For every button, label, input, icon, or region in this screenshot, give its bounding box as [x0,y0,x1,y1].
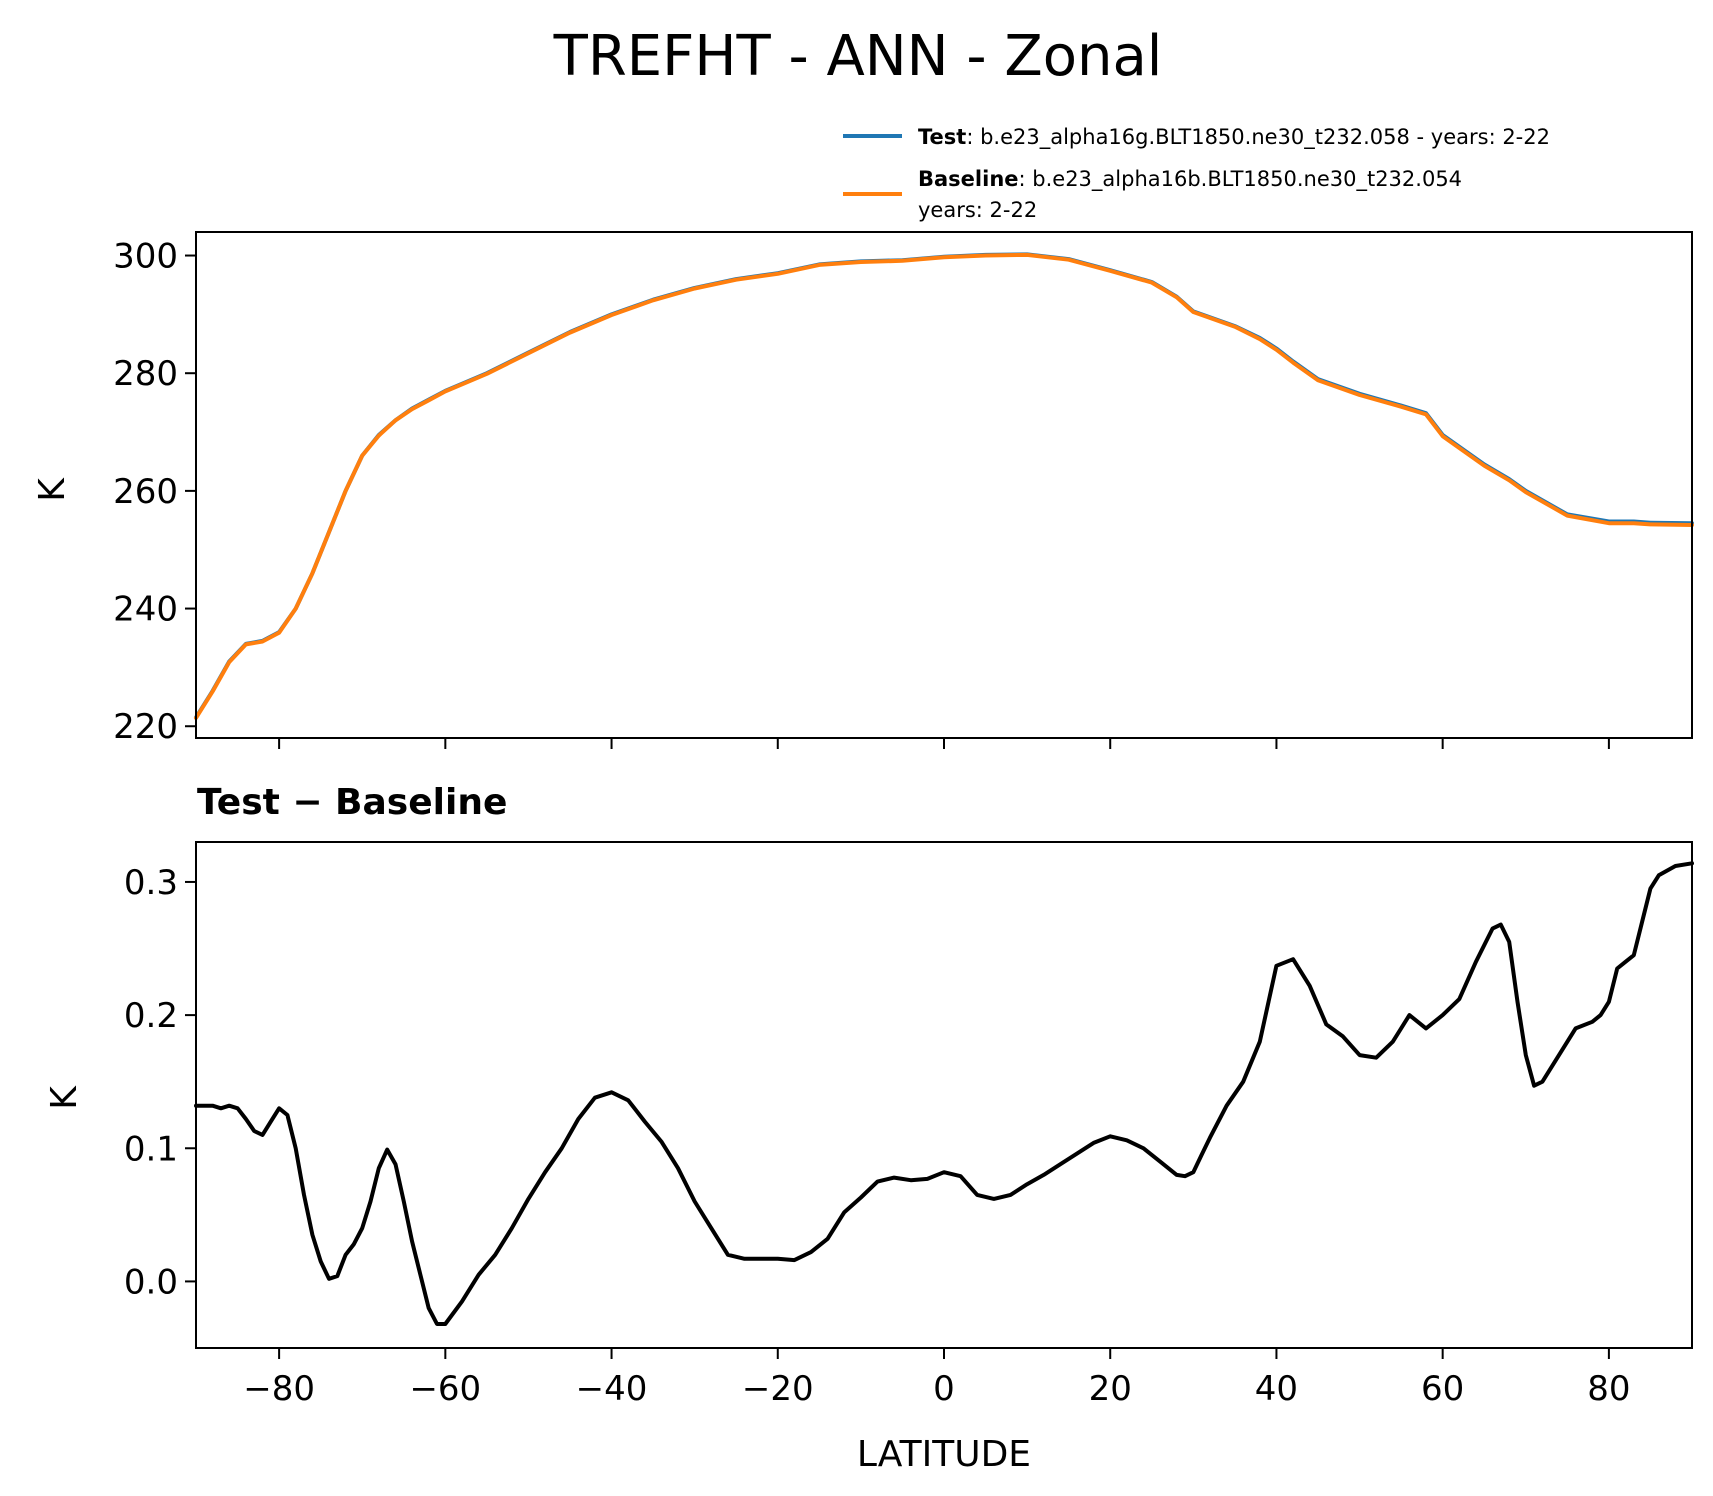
legend-baseline-name: Baseline [918,167,1019,191]
top-y-tick-label: 220 [113,707,178,747]
bottom-plot: Test − Baseline 0.0 0.1 0.2 0.3 −80 −60 −40 −2… [44,782,1694,1475]
bottom-y-tick-label: 0.2 [124,996,178,1036]
top-series-line-baseline [194,252,1694,720]
legend: Test: b.e23_alpha16g.BLT1850.ne30_t232.0… [843,125,1550,222]
bottom-plot-title: Test − Baseline [197,782,507,823]
top-axes-frame [195,231,1693,739]
bottom-y-axis-label: K [44,1085,85,1110]
bottom-x-tick-label: 80 [1587,1369,1630,1409]
bottom-x-tick-label: 0 [933,1369,955,1409]
top-y-tick-label: 260 [113,472,178,512]
bottom-series-group [194,861,1694,1326]
bottom-x-tick-label: 60 [1421,1369,1464,1409]
legend-test-label: : b.e23_alpha16g.BLT1850.ne30_t232.058 -… [966,125,1550,150]
bottom-y-tick-label: 0.0 [124,1262,178,1302]
bottom-x-tick-label: 20 [1089,1369,1132,1409]
bottom-x-tick-label: 40 [1255,1369,1298,1409]
x-axis-label: LATITUDE [857,1434,1031,1475]
top-series-line-test [194,252,1694,720]
bottom-x-tick-label: −80 [243,1369,315,1409]
bottom-y-tick-label: 0.3 [124,863,178,903]
top-y-tick-label: 280 [113,354,178,394]
bottom-x-tick-label: −40 [576,1369,648,1409]
top-y-axis-label: K [32,477,73,502]
top-x-ticks [278,738,1610,749]
legend-test-name: Test [918,125,966,149]
legend-baseline-text: Baseline: b.e23_alpha16b.BLT1850.ne30_t2… [918,167,1462,192]
bottom-x-tick-label: −60 [409,1369,481,1409]
bottom-series-line-difference [194,861,1694,1326]
bottom-x-tick-label: −20 [742,1369,814,1409]
top-series-group [194,252,1694,720]
figure-title: TREFHT - ANN - Zonal [553,24,1163,89]
top-plot: 220 240 260 280 300 K [32,231,1694,749]
bottom-y-tick-label: 0.1 [124,1129,178,1169]
top-y-tick-label: 300 [113,237,178,277]
top-y-tick-label: 240 [113,590,178,630]
top-y-ticks: 220 240 260 280 300 [113,237,196,747]
legend-baseline-text-line2: years: 2-22 [918,198,1037,222]
bottom-x-ticks: −80 −60 −40 −20 0 20 40 60 80 [243,1348,1631,1409]
legend-test-text: Test: b.e23_alpha16g.BLT1850.ne30_t232.0… [918,125,1550,150]
legend-baseline-label: : b.e23_alpha16b.BLT1850.ne30_t232.054 [1019,167,1463,192]
bottom-y-ticks: 0.0 0.1 0.2 0.3 [124,863,196,1302]
